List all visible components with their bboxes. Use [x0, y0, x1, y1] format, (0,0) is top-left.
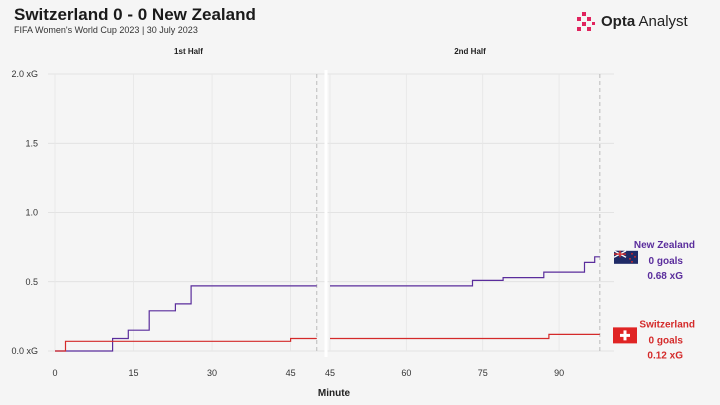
series-annotation: Switzerland 0 goals 0.12 xG	[613, 319, 695, 361]
series-name-label: New Zealand	[634, 240, 695, 251]
series-name-label: Switzerland	[639, 319, 695, 330]
x-tick-label: 75	[478, 368, 488, 378]
flag-star	[629, 257, 631, 260]
y-tick-label: 0.0 xG	[11, 346, 38, 356]
panel-label: 2nd Half	[454, 47, 486, 56]
switzerland-flag-icon	[613, 327, 637, 344]
y-tick-label: 1.0	[25, 208, 38, 218]
y-tick-label: 1.5	[25, 138, 38, 148]
flag-star	[631, 252, 633, 255]
series-xg-label: 0.68 xG	[647, 271, 683, 282]
brand: Opta Analyst	[574, 10, 688, 32]
series-annotation: New Zealand 0 goals 0.68 xG	[613, 240, 695, 282]
x-tick-label: 45	[286, 368, 296, 378]
x-tick-label: 15	[129, 368, 139, 378]
x-tick-label: 90	[554, 368, 564, 378]
x-axis-label: Minute	[318, 388, 351, 399]
series-line-new-zealand	[55, 285, 317, 352]
x-tick-label: 45	[325, 368, 335, 378]
y-tick-label: 0.5	[25, 277, 38, 287]
series-line-new-zealand	[330, 256, 600, 287]
flag-star	[631, 260, 633, 263]
x-tick-label: 30	[207, 368, 217, 378]
series-line-switzerland	[330, 333, 600, 340]
brand-name: Opta Analyst	[601, 12, 688, 30]
page-subtitle: FIFA Women's World Cup 2023 | 30 July 20…	[14, 25, 198, 35]
y-tick-label: 2.0 xG	[11, 69, 38, 79]
x-tick-label: 0	[52, 368, 57, 378]
page-title: Switzerland 0 - 0 New Zealand	[14, 5, 256, 24]
new-zealand-flag-icon	[613, 250, 638, 264]
flag-star	[634, 255, 636, 258]
x-tick-label: 60	[401, 368, 411, 378]
opta-pixel-logo-icon	[577, 12, 595, 31]
flag-cross	[620, 333, 630, 337]
series-xg-label: 0.12 xG	[647, 350, 683, 361]
panel-label: 1st Half	[174, 47, 203, 56]
series-goals-label: 0 goals	[649, 335, 684, 346]
series-goals-label: 0 goals	[649, 256, 684, 267]
series-line-switzerland	[55, 337, 317, 352]
